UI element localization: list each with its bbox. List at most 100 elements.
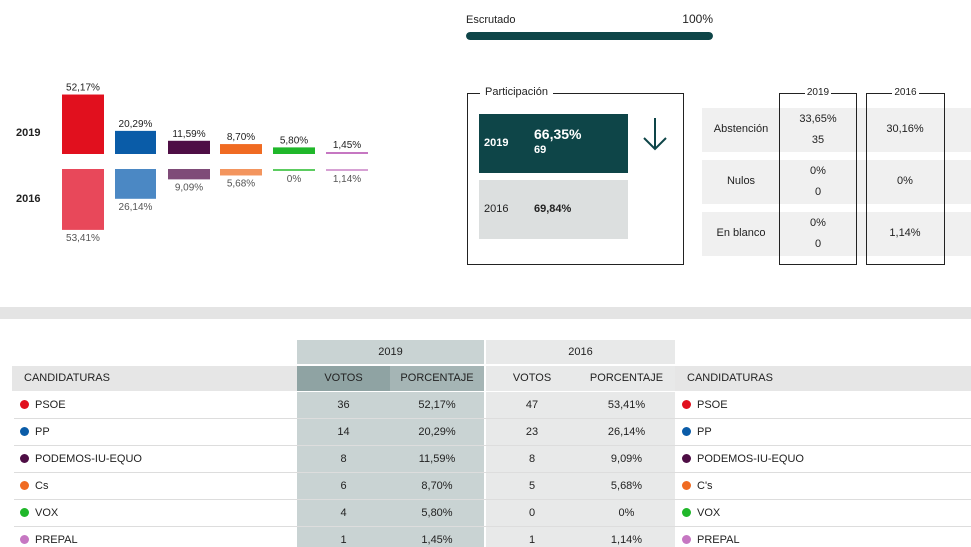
candidate-2019: Cs — [20, 473, 290, 499]
bar-label-2019-pp: 20,29% — [119, 119, 153, 130]
th-votos-2019: VOTOS — [297, 366, 390, 391]
abstencion-2019-pct: 33,65% — [799, 113, 837, 125]
bar-2019-pp — [115, 130, 156, 154]
en-blanco-2019-pct: 0% — [810, 217, 826, 229]
section-separator — [0, 307, 971, 319]
bar-2019-cs — [220, 144, 262, 154]
bar-label-2019-prepal: 1,45% — [333, 140, 361, 151]
party-name: Cs — [35, 480, 49, 492]
participacion-panel: Participación 2019 66,35% 69 2016 69,84% — [467, 86, 684, 265]
bar-2019-vox — [273, 147, 315, 154]
participacion-pct: 69,84% — [534, 203, 572, 215]
candidate-2016: PSOE — [682, 392, 952, 418]
candidate-2016: PREPAL — [682, 527, 952, 547]
arrow-down-icon — [643, 118, 667, 151]
votos-2019: 14 — [297, 419, 390, 445]
party-name: PP — [35, 426, 50, 438]
votos-2016: 47 — [486, 392, 578, 418]
bar-2016-pp — [115, 169, 156, 199]
party-name: PSOE — [697, 399, 728, 411]
porcentaje-2016: 1,14% — [578, 527, 675, 547]
votos-2016: 1 — [486, 527, 578, 547]
party-name: PP — [697, 426, 712, 438]
nulos-2016-pct: 0% — [897, 175, 913, 187]
nulos-row: Nulos 0% 0 0% — [702, 160, 971, 204]
votos-2019: 36 — [297, 392, 390, 418]
candidate-2016: VOX — [682, 500, 952, 526]
abstencion-2019-frame: 2019 — [779, 87, 857, 265]
abstencion-2016-frame: 2016 — [866, 87, 945, 265]
bar-label-2016-cs: 5,68% — [227, 178, 255, 189]
en-blanco-2019-num: 0 — [814, 238, 822, 250]
table-year-2019: 2019 — [297, 340, 484, 364]
bar-label-2019-podemos-iu-equo: 11,59% — [172, 129, 205, 140]
bar-label-2016-psoe: 53,41% — [66, 233, 100, 244]
bar-label-2016-podemos-iu-equo: 9,09% — [175, 182, 203, 193]
abstencion-row: Abstención 33,65% 35 30,16% — [702, 108, 971, 152]
porcentaje-2019: 20,29% — [390, 419, 484, 445]
table-row: PSOE 36 52,17% 47 53,41% PSOE — [0, 392, 971, 419]
candidate-2019: PSOE — [20, 392, 290, 418]
party-name: PREPAL — [697, 534, 740, 546]
votos-2019: 1 — [297, 527, 390, 547]
bar-label-2019-vox: 5,80% — [280, 135, 308, 146]
participacion-row-2019: 2019 66,35% 69 — [479, 114, 628, 173]
abstencion-2019-num: 35 — [811, 134, 825, 146]
bar-2016-podemos-iu-equo — [168, 169, 210, 180]
table-year-2016: 2016 — [486, 340, 675, 364]
party-name: PSOE — [35, 399, 66, 411]
abstencion-label: Abstención — [713, 123, 769, 135]
votos-2019: 6 — [297, 473, 390, 499]
escrutado-fill — [466, 32, 713, 40]
porcentaje-2019: 1,45% — [390, 527, 484, 547]
porcentaje-2019: 8,70% — [390, 473, 484, 499]
bar-2019-psoe — [62, 94, 104, 154]
bar-label-2016-prepal: 1,14% — [333, 174, 361, 185]
party-color-dot — [682, 508, 691, 517]
escrutado-value: 100% — [682, 12, 713, 26]
table-row: PREPAL 1 1,45% 1 1,14% PREPAL — [0, 527, 971, 547]
candidate-2019: PREPAL — [20, 527, 290, 547]
votos-2019: 8 — [297, 446, 390, 472]
table-row: PODEMOS-IU-EQUO 8 11,59% 8 9,09% PODEMOS… — [0, 446, 971, 473]
party-color-dot — [682, 454, 691, 463]
table-row: PP 14 20,29% 23 26,14% PP — [0, 419, 971, 446]
th-porcentaje-2019: PORCENTAJE — [390, 366, 484, 391]
porcentaje-2016: 26,14% — [578, 419, 675, 445]
bar-2016-psoe — [62, 169, 104, 230]
en-blanco-2016-pct: 1,14% — [889, 227, 921, 239]
party-name: PODEMOS-IU-EQUO — [35, 453, 142, 465]
nulos-label: Nulos — [726, 175, 756, 187]
table-row: VOX 4 5,80% 0 0% VOX — [0, 500, 971, 527]
party-color-dot — [20, 427, 29, 436]
porcentaje-2016: 9,09% — [578, 446, 675, 472]
bar-2016-cs — [220, 169, 262, 176]
escrutado-progress: Escrutado 100% — [466, 12, 713, 42]
bar-label-2019-cs: 8,70% — [227, 132, 255, 143]
porcentaje-2019: 11,59% — [390, 446, 484, 472]
votos-2016: 0 — [486, 500, 578, 526]
bar-2016-prepal — [326, 169, 368, 171]
bar-label-2016-pp: 26,14% — [119, 202, 153, 213]
bar-label-2019-psoe: 52,17% — [66, 83, 100, 94]
bar-2019-podemos-iu-equo — [168, 140, 210, 154]
porcentaje-2019: 5,80% — [390, 500, 484, 526]
chart-year-label-2019: 2019 — [16, 127, 40, 139]
bar-2019-prepal — [326, 152, 368, 154]
participacion-year: 2019 — [484, 137, 509, 149]
participacion-num: 69 — [534, 144, 547, 156]
abstencion-2016-pct: 30,16% — [886, 123, 924, 135]
th-porcentaje-2016: PORCENTAJE — [578, 366, 675, 391]
nulos-2019-num: 0 — [814, 186, 822, 198]
th-votos-2016: VOTOS — [486, 366, 578, 391]
results-bar-chart: 2019 2016 52,17% 53,41% 20,29% 26,14% 11,59%… — [16, 83, 368, 244]
participacion-year: 2016 — [484, 203, 509, 215]
escrutado-label: Escrutado — [466, 14, 516, 26]
porcentaje-2016: 53,41% — [578, 392, 675, 418]
porcentaje-2016: 0% — [578, 500, 675, 526]
party-color-dot — [682, 427, 691, 436]
party-name: C's — [697, 480, 713, 492]
bar-label-2016-vox: 0% — [287, 174, 302, 185]
party-color-dot — [20, 400, 29, 409]
votos-2019: 4 — [297, 500, 390, 526]
